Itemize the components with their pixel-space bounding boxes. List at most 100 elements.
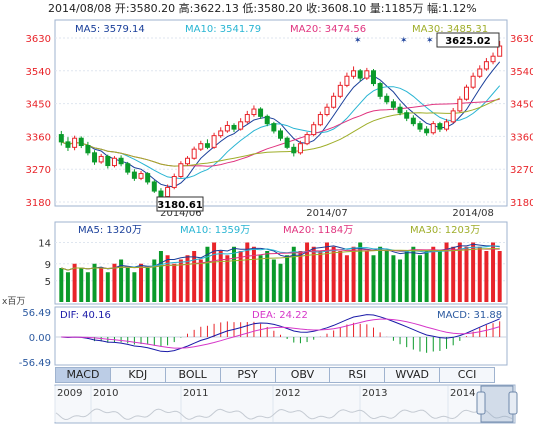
- volume-bar: [245, 242, 250, 302]
- macd-tick: 56.49: [22, 308, 51, 319]
- volume-bar: [198, 259, 203, 302]
- candle-body: [125, 163, 131, 173]
- candle-body: [324, 106, 330, 116]
- candle-body: [145, 173, 151, 183]
- candle-body: [211, 135, 217, 148]
- volume-legend: MA5: 1320万 MA10: 1359万 MA20: 1184万 MA30: 12…: [78, 225, 480, 236]
- volume-bar: [351, 246, 356, 302]
- price-y-axis-right: 3630 3540 3450 3360 3270 3180: [510, 34, 533, 209]
- candle-body: [244, 114, 250, 123]
- candle-body: [284, 137, 290, 148]
- volume-bar: [318, 251, 323, 302]
- volume-bar: [285, 255, 290, 302]
- price-gridlines: [55, 37, 507, 203]
- candle-body: [351, 70, 357, 77]
- volume-bar: [451, 246, 456, 302]
- tab-psy[interactable]: PSY: [220, 367, 276, 383]
- tab-rsi[interactable]: RSI: [330, 367, 386, 383]
- candle-body: [105, 155, 111, 167]
- navigator-year: 2011: [183, 388, 208, 399]
- candle-body: [390, 101, 396, 108]
- candle-body: [444, 121, 450, 130]
- volume-bar: [325, 242, 329, 302]
- volume-bar: [139, 263, 144, 302]
- volume-bar: [65, 272, 70, 302]
- navigator-range[interactable]: [480, 385, 514, 423]
- volume-bar: [305, 242, 310, 302]
- candle-body: [490, 55, 496, 63]
- volume-bar: [338, 251, 343, 302]
- volume-bar: [371, 255, 376, 302]
- min-label: 3180.61: [157, 200, 203, 211]
- navigator-handle-right[interactable]: [508, 391, 518, 415]
- candle-body: [204, 143, 210, 148]
- date-labels: 2014/06 2014/07 2014/08: [160, 208, 494, 219]
- max-label: 3625.02: [445, 36, 491, 47]
- price-tick-left: 3450: [26, 100, 51, 111]
- macd-tick: -56.49: [19, 358, 51, 369]
- quote-header: 2014/08/08 开:3580.20 高:3622.13 低:3580.20…: [0, 0, 533, 18]
- volume-ma-lines: [61, 243, 500, 271]
- volume-legend-ma30: MA30: 1203万: [410, 225, 480, 236]
- date-label: 2014/07: [306, 208, 348, 219]
- candle-body: [424, 128, 430, 134]
- candle-body: [72, 137, 78, 148]
- volume-bar: [99, 268, 104, 302]
- volume-bar: [105, 272, 110, 302]
- tab-obv[interactable]: OBV: [275, 367, 331, 383]
- price-tick-right: 3450: [510, 100, 533, 111]
- candle-body: [331, 95, 337, 108]
- volume-bar: [212, 242, 217, 302]
- tab-cci[interactable]: CCI: [440, 367, 495, 383]
- star-marker: ✶: [426, 36, 434, 46]
- high-label: 高:: [178, 2, 194, 15]
- candle-body: [311, 124, 317, 136]
- volume-bars: [59, 242, 502, 302]
- candle-body: [92, 152, 98, 163]
- candle-body: [264, 115, 270, 125]
- volume-legend-ma20: MA20: 1184万: [283, 225, 353, 236]
- candle-body: [271, 123, 277, 132]
- price-legend: MA5: 3579.14 MA10: 3541.79 MA20: 3474.56 MA…: [75, 24, 488, 35]
- candle-body: [483, 61, 489, 70]
- candle-body: [85, 145, 91, 154]
- volume-ma30-line: [61, 248, 500, 271]
- price-tick-left: 3180: [26, 198, 51, 209]
- navigator-handle-left[interactable]: [476, 391, 486, 415]
- tab-wvad[interactable]: WVAD: [385, 367, 441, 383]
- tab-boll[interactable]: BOLL: [165, 367, 221, 383]
- volume-bar: [457, 242, 462, 302]
- candle-body: [98, 155, 104, 163]
- candle-body: [238, 121, 244, 130]
- volume-legend-ma5: MA5: 1320万: [78, 225, 142, 236]
- indicator-tabs: MACD KDJ BOLL PSY OBV RSI WVAD CCI: [55, 367, 495, 383]
- candle-body: [138, 173, 144, 179]
- dif-line: [61, 314, 500, 353]
- volume-bar: [192, 251, 197, 302]
- tab-macd[interactable]: MACD: [55, 367, 111, 383]
- low-value: 3580.20: [257, 2, 303, 15]
- candle-body: [198, 143, 204, 150]
- price-tick-right: 3540: [510, 67, 533, 78]
- volume-bar: [391, 255, 396, 302]
- volume-bar: [85, 272, 90, 302]
- price-tick-right: 3630: [510, 34, 533, 45]
- volume-legend-ma10: MA10: 1359万: [180, 225, 250, 236]
- tab-kdj[interactable]: KDJ: [110, 367, 166, 383]
- candle-body: [185, 157, 191, 165]
- candle-body: [397, 106, 403, 114]
- volume-bar: [417, 255, 422, 302]
- candles: [58, 40, 503, 202]
- volume-bar: [477, 246, 482, 302]
- volume-bar: [471, 242, 476, 302]
- candle-body: [497, 45, 503, 57]
- navigator-year: 2012: [275, 388, 300, 399]
- candle-body: [297, 143, 303, 154]
- price-tick-right: 3360: [510, 132, 533, 143]
- close-value: 3608.10: [320, 2, 367, 15]
- navigator[interactable]: 2009 2010 2011 2012 2013 2014: [54, 384, 518, 424]
- high-value: 3622.13: [193, 2, 239, 15]
- price-y-axis-left: 3630 3540 3450 3360 3270 3180: [26, 34, 51, 209]
- volume-bar: [178, 259, 183, 302]
